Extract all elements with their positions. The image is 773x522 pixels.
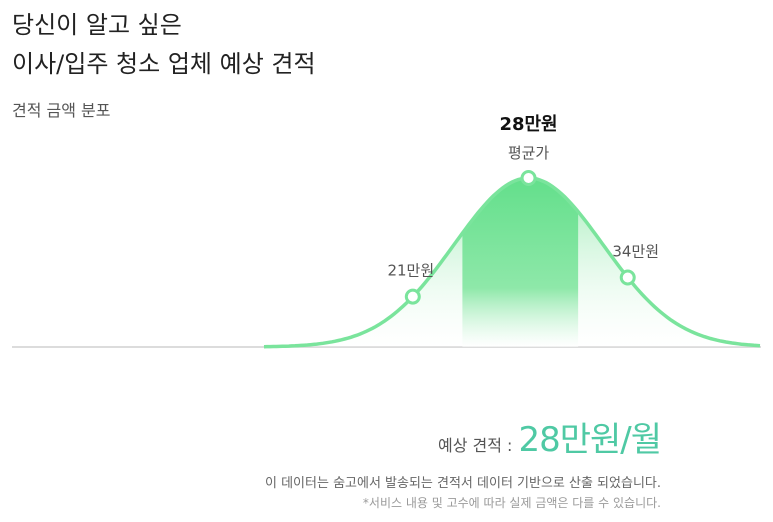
marker-high-point — [619, 269, 636, 286]
title-line-2: 이사/입주 청소 업체 예상 견적 — [12, 50, 316, 78]
data-source-note: 이 데이터는 숨고에서 발송되는 견적서 데이터 기반으로 산출 되었습니다. — [265, 476, 661, 491]
marker-high-label: 34만원 — [612, 243, 659, 261]
disclaimer-note: *서비스 내용 및 고수에 따라 실제 금액은 다를 수 있습니다. — [362, 496, 661, 510]
marker-low-label: 21만원 — [387, 262, 434, 280]
estimate-summary: 예상 견적 : 28만원/월 — [437, 412, 662, 461]
marker-low-point — [404, 288, 421, 305]
chart-subtitle: 견적 금액 분포 — [12, 101, 111, 120]
distribution-curve — [263, 176, 761, 349]
page-title: 당신이 알고 싶은 이사/입주 청소 업체 예상 견적 — [12, 6, 316, 84]
title-line-1: 당신이 알고 싶은 — [12, 11, 182, 39]
estimate-label: 예상 견적 : — [437, 436, 513, 455]
highlight-range-area — [462, 178, 579, 347]
marker-avg-point — [520, 170, 537, 186]
estimate-value: 28만원/월 — [518, 420, 662, 460]
average-price-label: 28만원 — [499, 114, 557, 135]
average-caption: 평균가 — [508, 144, 550, 162]
